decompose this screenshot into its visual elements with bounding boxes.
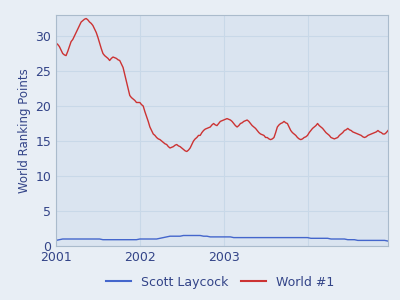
Scott Laycock <box>228 235 233 239</box>
World #1 <box>206 126 211 130</box>
Y-axis label: World Ranking Points: World Ranking Points <box>18 68 31 193</box>
Scott Laycock <box>372 238 377 242</box>
Scott Laycock <box>255 236 260 239</box>
Scott Laycock <box>181 234 186 237</box>
World #1 <box>386 129 390 132</box>
Line: World #1: World #1 <box>56 19 388 152</box>
World #1 <box>54 41 58 45</box>
World #1 <box>226 118 231 121</box>
World #1 <box>174 143 179 146</box>
Scott Laycock <box>117 238 122 242</box>
World #1 <box>377 130 382 134</box>
World #1 <box>184 150 189 153</box>
Scott Laycock <box>386 239 390 243</box>
World #1 <box>344 128 348 132</box>
Line: Scott Laycock: Scott Laycock <box>56 236 388 241</box>
Legend: Scott Laycock, World #1: Scott Laycock, World #1 <box>101 271 339 294</box>
Scott Laycock <box>131 238 136 242</box>
World #1 <box>364 135 369 139</box>
World #1 <box>84 17 88 20</box>
Scott Laycock <box>362 238 367 242</box>
Scott Laycock <box>54 238 58 242</box>
